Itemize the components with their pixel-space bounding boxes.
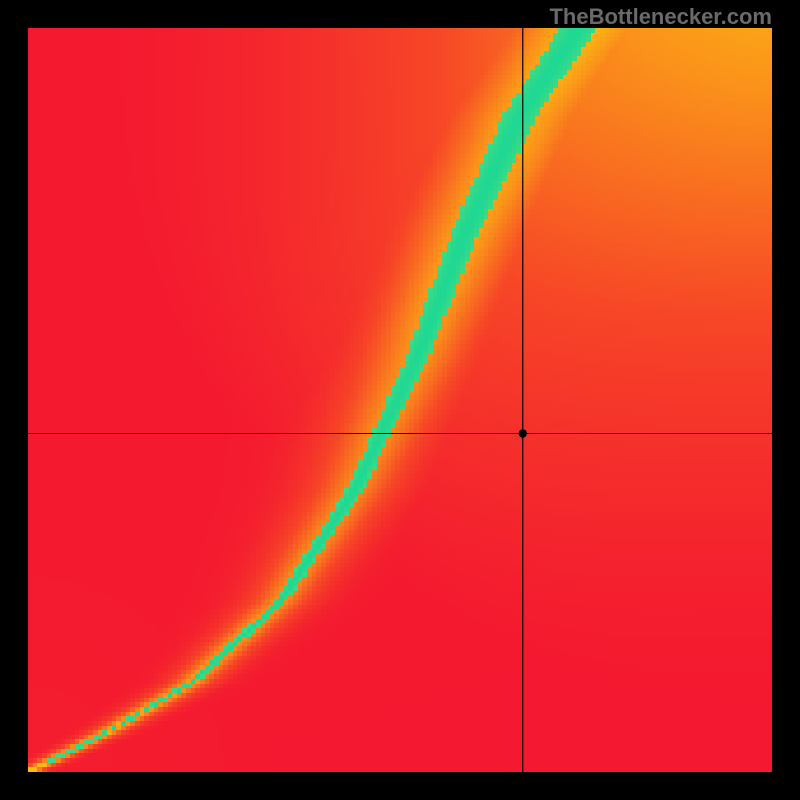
- bottleneck-heatmap: TheBottlenecker.com: [0, 0, 800, 800]
- heatmap-canvas: [0, 0, 800, 800]
- watermark-text: TheBottlenecker.com: [549, 4, 772, 30]
